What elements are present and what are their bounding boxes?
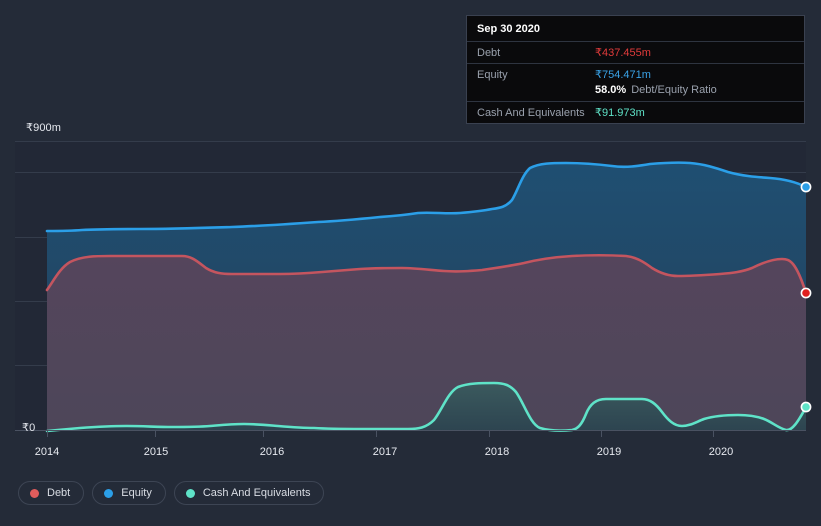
tooltip-ratio-percent: 58.0% xyxy=(595,84,627,96)
equity-endpoint-marker[interactable] xyxy=(800,181,812,193)
legend-dot-equity-icon xyxy=(104,488,114,498)
tooltip-label-equity: Equity xyxy=(477,69,508,81)
x-axis-label-2014: 2014 xyxy=(34,446,60,458)
x-axis-label-2015: 2015 xyxy=(143,446,169,458)
legend-dot-debt-icon xyxy=(30,488,39,498)
tooltip-row-cash: Cash And Equivalents ₹91.973m xyxy=(467,102,804,123)
legend-item-equity[interactable]: Equity xyxy=(92,481,166,505)
chart-tooltip: Sep 30 2020 Debt ₹437.455m Equity ₹754.4… xyxy=(466,15,805,124)
tooltip-row-debt: Debt ₹437.455m xyxy=(467,42,804,64)
tooltip-value-cash: ₹91.973m xyxy=(595,107,645,119)
x-axis-label-2019: 2019 xyxy=(596,446,622,458)
chart-legend: Debt Equity Cash And Equivalents xyxy=(18,481,325,505)
cash-area xyxy=(47,383,806,431)
debt-line xyxy=(45,253,808,295)
x-axis-label-2017: 2017 xyxy=(372,446,398,458)
tooltip-value-debt: ₹437.455m xyxy=(595,47,651,59)
tooltip-ratio-label: Debt/Equity Ratio xyxy=(631,84,717,96)
x-axis-label-2018: 2018 xyxy=(484,446,510,458)
tooltip-value-equity: ₹754.471m xyxy=(595,69,651,81)
y-axis-label-zero: ₹0 xyxy=(22,422,36,434)
debt-area xyxy=(47,255,806,430)
x-axis-label-2016: 2016 xyxy=(259,446,285,458)
legend-label-equity: Equity xyxy=(121,487,152,499)
x-axis-label-2020: 2020 xyxy=(708,446,734,458)
cash-line xyxy=(45,381,808,433)
tooltip-label-debt: Debt xyxy=(477,47,501,59)
legend-item-debt[interactable]: Debt xyxy=(18,481,85,505)
equity-line xyxy=(45,161,808,233)
tooltip-date-title: Sep 30 2020 xyxy=(467,16,804,42)
legend-dot-cash-icon xyxy=(185,488,195,498)
tooltip-row-ratio: 58.0% Debt/Equity Ratio xyxy=(467,82,804,102)
y-axis-label-top: ₹900m xyxy=(26,122,62,134)
legend-item-cash[interactable]: Cash And Equivalents xyxy=(173,481,325,505)
legend-label-cash: Cash And Equivalents xyxy=(202,487,311,499)
tooltip-row-equity: Equity ₹754.471m xyxy=(467,64,804,82)
x-axis-ticks xyxy=(47,430,714,437)
tooltip-label-cash: Cash And Equivalents xyxy=(477,107,585,119)
cash-endpoint-marker[interactable] xyxy=(800,401,812,413)
legend-label-debt: Debt xyxy=(47,487,71,499)
debt-endpoint-marker[interactable] xyxy=(800,287,812,299)
